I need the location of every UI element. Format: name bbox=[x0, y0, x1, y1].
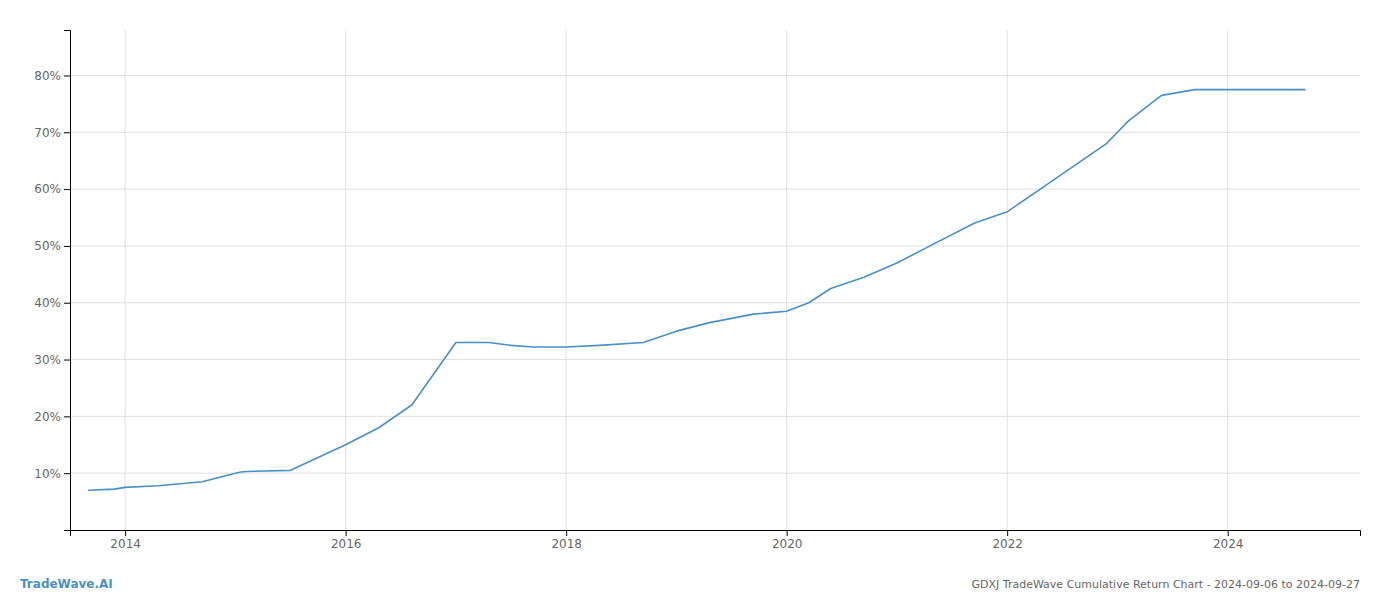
y-tick-label: 50% bbox=[34, 239, 61, 253]
line bbox=[89, 90, 1305, 491]
y-tick-mark bbox=[64, 303, 70, 304]
grid-line bbox=[70, 189, 1360, 190]
grid-line bbox=[125, 30, 126, 530]
y-tick-label: 40% bbox=[34, 296, 61, 310]
x-tick: 2020 bbox=[772, 530, 803, 551]
y-tick-label: 10% bbox=[34, 467, 61, 481]
x-tick-mark bbox=[125, 530, 126, 536]
y-tick: 70% bbox=[34, 126, 70, 140]
title: GDXJ TradeWave Cumulative Return Chart -… bbox=[972, 578, 1360, 591]
y-tick-mark bbox=[64, 473, 70, 474]
grid-line bbox=[1227, 30, 1228, 530]
y-tick: 30% bbox=[34, 353, 70, 367]
x-tick: 2022 bbox=[992, 530, 1023, 551]
y-tick: 80% bbox=[34, 69, 70, 83]
y-axis: 10% 20% 30% 40% 50% 60% 70% 80% bbox=[34, 31, 70, 531]
grid bbox=[70, 30, 1360, 530]
grid-line bbox=[1007, 30, 1008, 530]
y-tick-mark bbox=[64, 246, 70, 247]
x-tick: 2014 bbox=[110, 530, 141, 551]
y-tick-mark bbox=[64, 416, 70, 417]
plot-area: 2014 2016 2018 2020 2022 2024 10% 20% 30% 40% 50% 6… bbox=[34, 30, 1360, 551]
y-tick-label: 70% bbox=[34, 126, 61, 140]
grid-line bbox=[70, 359, 1360, 360]
y-tick-mark bbox=[64, 360, 70, 361]
y-tick-label: 80% bbox=[34, 69, 61, 83]
x-tick: 2016 bbox=[331, 530, 362, 551]
grid-line bbox=[70, 473, 1360, 474]
y-tick-label: 20% bbox=[34, 410, 61, 424]
y-tick: 40% bbox=[34, 296, 70, 310]
marks bbox=[89, 90, 1305, 491]
watermark: TradeWave.AI bbox=[20, 577, 113, 591]
x-tick: 2018 bbox=[551, 530, 582, 551]
y-tick: 60% bbox=[34, 182, 70, 196]
grid-line bbox=[70, 245, 1360, 246]
x-axis: 2014 2016 2018 2020 2022 2024 bbox=[71, 530, 1361, 551]
x-tick-label: 2020 bbox=[772, 537, 803, 551]
y-axis-line bbox=[64, 31, 71, 531]
x-tick-mark bbox=[1228, 530, 1229, 536]
y-tick-mark bbox=[64, 75, 70, 76]
y-tick: 10% bbox=[34, 467, 70, 481]
grid-line bbox=[70, 416, 1360, 417]
y-tick-label: 30% bbox=[34, 353, 61, 367]
x-tick-mark bbox=[566, 530, 567, 536]
grid-line bbox=[345, 30, 346, 530]
grid-line bbox=[786, 30, 787, 530]
grid-line bbox=[70, 75, 1360, 76]
x-tick-mark bbox=[1007, 530, 1008, 536]
x-tick-label: 2022 bbox=[992, 537, 1023, 551]
y-tick-mark bbox=[64, 132, 70, 133]
x-tick-label: 2014 bbox=[110, 537, 141, 551]
y-tick-label: 60% bbox=[34, 182, 61, 196]
x-tick-label: 2018 bbox=[551, 537, 582, 551]
grid-line bbox=[566, 30, 567, 530]
x-tick-mark bbox=[787, 530, 788, 536]
x-tick-label: 2024 bbox=[1213, 537, 1244, 551]
y-tick: 20% bbox=[34, 410, 70, 424]
x-tick: 2024 bbox=[1213, 530, 1244, 551]
grid-line bbox=[70, 132, 1360, 133]
x-tick-label: 2016 bbox=[331, 537, 362, 551]
y-tick: 50% bbox=[34, 239, 70, 253]
x-tick-mark bbox=[346, 530, 347, 536]
grid-line bbox=[70, 302, 1360, 303]
y-tick-mark bbox=[64, 189, 70, 190]
chart: 2014 2016 2018 2020 2022 2024 10% 20% 30% 40% 50% 6… bbox=[0, 0, 1400, 600]
x-axis-line bbox=[71, 531, 1361, 537]
